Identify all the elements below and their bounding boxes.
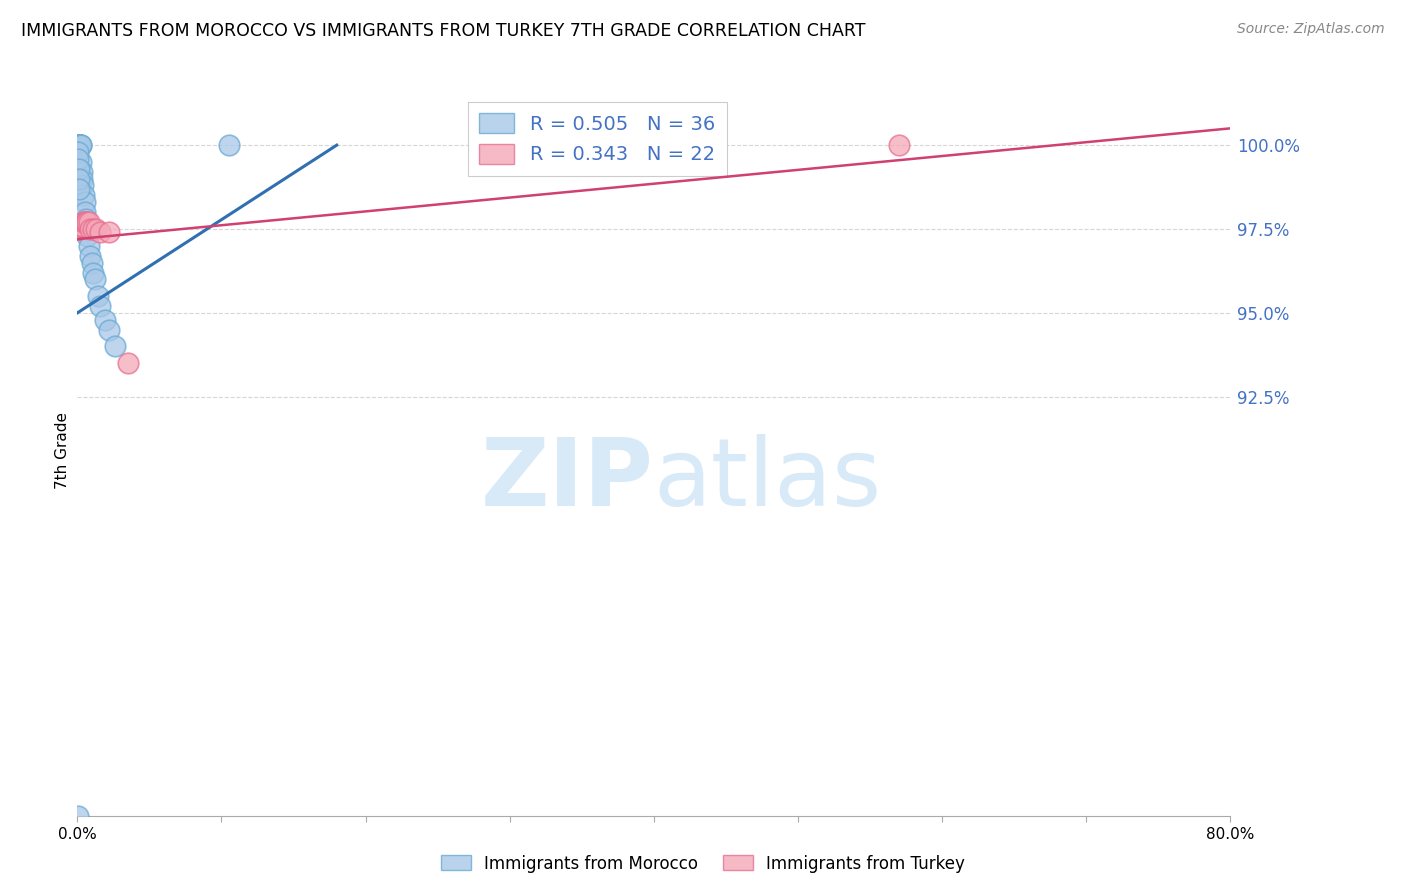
Point (67, 161, 90, 176)
Point (67, 152, 90, 166)
Point (89, 226, 111, 240)
Point (70, 219, 93, 233)
Point (67, 182, 90, 196)
Point (67, 138, 90, 153)
Point (218, 138, 240, 153)
Point (75, 215, 97, 229)
Text: atlas: atlas (654, 434, 882, 525)
Text: ZIP: ZIP (481, 434, 654, 525)
Point (76, 222, 98, 236)
Point (75, 211, 97, 226)
Point (67, 222, 90, 236)
Point (104, 339, 127, 353)
Point (73, 195, 96, 210)
Point (67, 222, 90, 236)
Point (84, 222, 107, 236)
Point (73, 215, 96, 229)
Point (82, 266, 104, 280)
Point (69, 138, 91, 153)
Point (70, 138, 93, 153)
Point (80, 255, 103, 269)
Point (69, 138, 91, 153)
Point (67, 222, 90, 236)
Text: IMMIGRANTS FROM MOROCCO VS IMMIGRANTS FROM TURKEY 7TH GRADE CORRELATION CHART: IMMIGRANTS FROM MOROCCO VS IMMIGRANTS FR… (21, 22, 866, 40)
Point (67, 222, 90, 236)
Point (72, 171, 94, 186)
Point (76, 215, 98, 229)
Point (69, 138, 91, 153)
Point (69, 219, 91, 233)
Point (70, 155, 93, 169)
Point (69, 222, 91, 236)
Point (117, 356, 139, 370)
Y-axis label: 7th Grade: 7th Grade (55, 412, 70, 489)
Point (79, 222, 101, 236)
Point (98, 226, 121, 240)
Point (69, 138, 91, 153)
Text: Source: ZipAtlas.com: Source: ZipAtlas.com (1237, 22, 1385, 37)
Point (887, 138, 910, 153)
Point (67, 145, 90, 159)
Point (70, 219, 93, 233)
Point (83, 272, 105, 286)
Point (67, 138, 90, 153)
Point (69, 219, 91, 233)
Point (70, 165, 93, 179)
Point (77, 215, 100, 229)
Point (82, 222, 104, 236)
Point (89, 299, 111, 313)
Legend: R = 0.505   N = 36, R = 0.343   N = 22: R = 0.505 N = 36, R = 0.343 N = 22 (468, 102, 727, 176)
Point (67, 809, 90, 823)
Point (86, 289, 108, 303)
Point (67, 138, 90, 153)
Point (77, 239, 100, 253)
Point (75, 205, 97, 219)
Point (98, 323, 121, 337)
Point (72, 219, 94, 233)
Legend: Immigrants from Morocco, Immigrants from Turkey: Immigrants from Morocco, Immigrants from… (434, 848, 972, 880)
Point (93, 312, 115, 326)
Point (72, 178, 94, 193)
Point (67, 171, 90, 186)
Point (67, 138, 90, 153)
Point (79, 249, 101, 263)
Point (73, 188, 96, 202)
Point (76, 228, 98, 243)
Point (72, 215, 94, 229)
